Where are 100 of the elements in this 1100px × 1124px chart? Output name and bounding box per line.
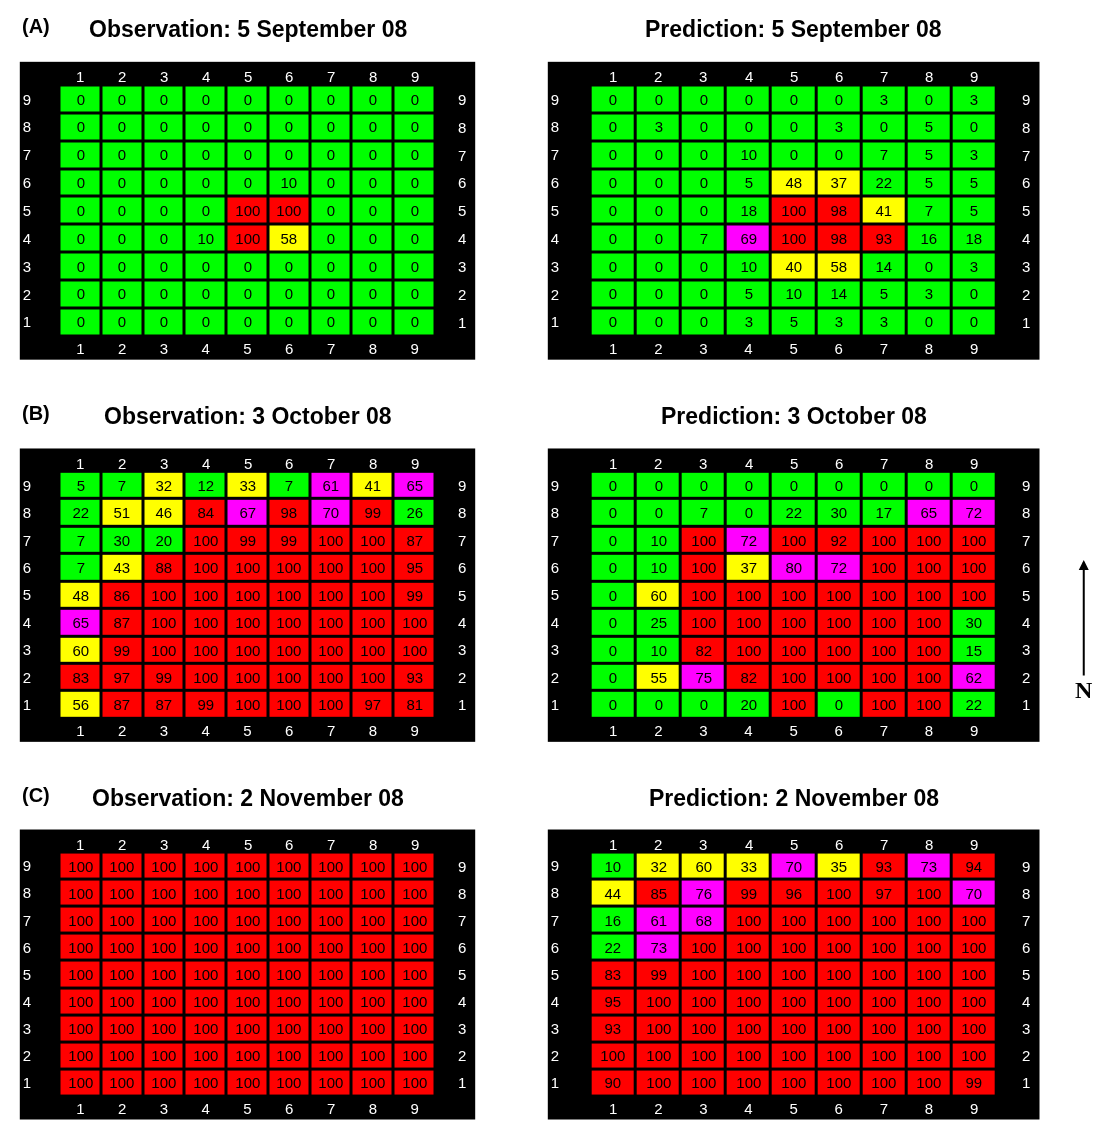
data-label: 10 — [650, 641, 668, 659]
data-label: 0 — [243, 91, 252, 109]
data-label: 0 — [117, 202, 126, 220]
data-label: 100 — [781, 641, 807, 659]
data-label: 100 — [360, 613, 386, 631]
data-label: 44 — [604, 884, 622, 902]
y2-tick-label: 8 — [550, 118, 560, 136]
data-label: 0 — [744, 91, 753, 109]
data-label: 7 — [284, 476, 293, 494]
data-label: 85 — [650, 884, 668, 902]
data-label: 22 — [875, 174, 893, 192]
data-label: 0 — [654, 146, 663, 164]
y2-tick-label: 6 — [550, 938, 560, 956]
category-label: 4 — [201, 721, 210, 739]
data-label: 100 — [961, 992, 987, 1010]
data-label: 100 — [916, 641, 942, 659]
y2-tick-label: 7 — [22, 531, 32, 549]
data-label: 100 — [318, 884, 344, 902]
data-label: 0 — [201, 146, 210, 164]
x-tick-label: 9 — [411, 68, 420, 85]
data-label: 100 — [871, 911, 897, 929]
x-tick-label: 2 — [654, 68, 663, 85]
category-label: 5 — [243, 721, 252, 739]
y-tick-label: 7 — [1022, 532, 1031, 549]
x-tick-label: 7 — [880, 68, 889, 85]
category-label: 4 — [744, 1099, 753, 1117]
data-label: 98 — [830, 202, 848, 220]
data-label: 97 — [364, 695, 382, 713]
y2-tick-label: 7 — [550, 911, 560, 929]
data-label: 100 — [826, 586, 852, 604]
data-label: 100 — [781, 668, 807, 686]
data-label: 100 — [109, 857, 135, 875]
data-label: 100 — [916, 558, 942, 576]
data-label: 100 — [871, 992, 897, 1010]
category-label: 6 — [285, 1099, 294, 1117]
x-tick-label: 9 — [411, 455, 420, 472]
data-label: 0 — [368, 174, 377, 192]
y2-tick-label: 2 — [22, 1047, 32, 1065]
data-label: 0 — [744, 118, 753, 136]
data-label: 100 — [736, 1046, 762, 1064]
y-tick-label: 5 — [458, 202, 467, 219]
data-label: 100 — [235, 202, 261, 220]
data-label: 0 — [879, 476, 888, 494]
data-label: 5 — [744, 285, 753, 303]
data-label: 100 — [235, 1046, 261, 1064]
data-label: 100 — [276, 668, 302, 686]
data-label: 87 — [406, 531, 424, 549]
y-tick-label: 3 — [1022, 1020, 1031, 1037]
data-label: 7 — [699, 503, 708, 521]
category-label: 7 — [326, 339, 336, 357]
data-label: 0 — [117, 174, 126, 192]
category-label: 4 — [201, 1099, 210, 1117]
data-label: 0 — [326, 118, 335, 136]
data-label: 100 — [871, 641, 897, 659]
data-label: 15 — [965, 641, 983, 659]
data-label: 22 — [72, 503, 90, 521]
text: N — [1075, 677, 1093, 703]
y2-tick-label: 5 — [22, 586, 32, 604]
data-label: 100 — [193, 857, 219, 875]
data-label: 100 — [276, 1019, 302, 1037]
data-label: 100 — [151, 586, 177, 604]
data-label: 100 — [736, 992, 762, 1010]
data-label: 0 — [284, 285, 293, 303]
y2-tick-label: 8 — [550, 504, 560, 522]
y2-tick-label: 9 — [22, 90, 32, 108]
x-tick-label: 8 — [369, 455, 378, 472]
data-label: 100 — [360, 1046, 386, 1064]
y2-tick-label: 7 — [550, 531, 560, 549]
data-label: 100 — [235, 695, 261, 713]
data-label: 14 — [875, 258, 893, 276]
category-label: 5 — [243, 1099, 252, 1117]
category-label: 7 — [879, 1099, 889, 1117]
data-label: 100 — [318, 938, 344, 956]
data-label: 100 — [68, 884, 94, 902]
y2-tick-label: 3 — [550, 257, 560, 275]
category-label: 9 — [969, 721, 979, 739]
y2-tick-label: 9 — [550, 857, 560, 875]
data-label: 100 — [276, 965, 302, 983]
data-label: 75 — [695, 668, 713, 686]
y2-tick-label: 1 — [22, 1074, 32, 1092]
data-label: 100 — [781, 1046, 807, 1064]
data-label: 5 — [924, 174, 933, 192]
data-label: 10 — [650, 558, 668, 576]
category-label: 1 — [609, 721, 618, 739]
data-label: 100 — [916, 586, 942, 604]
y-tick-label: 6 — [458, 174, 467, 191]
y2-tick-label: 6 — [22, 938, 32, 956]
data-label: 100 — [691, 938, 717, 956]
data-label: 100 — [736, 938, 762, 956]
y2-tick-label: 3 — [22, 257, 32, 275]
category-label: 5 — [789, 1099, 798, 1117]
data-label: 0 — [326, 230, 335, 248]
data-label: 0 — [879, 118, 888, 136]
category-label: 1 — [609, 339, 618, 357]
x-tick-label: 2 — [118, 455, 127, 472]
data-label: 100 — [736, 586, 762, 604]
data-label: 100 — [318, 857, 344, 875]
data-label: 99 — [155, 668, 173, 686]
y-tick-label: 7 — [458, 532, 467, 549]
data-label: 0 — [744, 476, 753, 494]
